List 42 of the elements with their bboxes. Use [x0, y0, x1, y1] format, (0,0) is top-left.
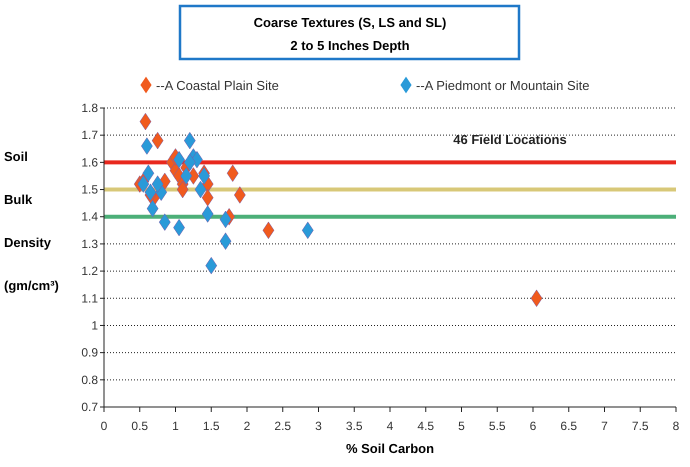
annotation: 46 Field Locations	[453, 132, 567, 147]
x-tick-label: 4.5	[417, 419, 434, 433]
x-tick-label: 5	[458, 419, 466, 433]
point	[142, 164, 154, 182]
y-tick-label: 1	[91, 318, 98, 332]
y-tick-label: 0.7	[81, 400, 98, 414]
legend-label: --A Piedmont or Mountain Site	[416, 78, 590, 93]
y-tick-label: 1.8	[81, 101, 98, 115]
y-tick-label: 0.9	[81, 346, 98, 360]
x-tick-label: 6	[530, 419, 537, 433]
chart-subtitle: 2 to 5 Inches Depth	[290, 38, 410, 53]
x-axis-title: % Soil Carbon	[346, 441, 434, 456]
y-tick-label: 1.4	[81, 210, 98, 224]
y-tick-label: 1.7	[81, 128, 98, 142]
point	[226, 164, 239, 182]
y-tick-label: 1.3	[81, 236, 98, 251]
text: Soil Bulk Density (gm/cm³)	[4, 149, 59, 293]
x-tick-label: 2	[244, 419, 251, 433]
y-tick-label: 1.1	[81, 291, 98, 306]
x-tick-label: 6.5	[560, 419, 578, 433]
x-tick-label: 4	[386, 419, 394, 433]
y-tick-label: 1.5	[81, 182, 98, 197]
y-tick-label: 1.6	[81, 155, 98, 170]
point	[205, 257, 218, 274]
chart-title: Coarse Textures (S, LS and SL)	[254, 15, 446, 30]
x-tick-label: 7.5	[632, 419, 649, 433]
point	[158, 214, 171, 231]
y-tick-label: 0.8	[81, 372, 98, 387]
x-tick-label: 7	[601, 419, 608, 433]
x-tick-label: 2.5	[274, 419, 292, 433]
x-tick-label: 3	[315, 419, 322, 433]
legend-label: --A Coastal Plain Site	[156, 78, 279, 93]
x-tick-label: 0	[100, 419, 108, 433]
x-tick-label: 3.5	[346, 419, 363, 433]
point	[202, 189, 214, 206]
x-tick-label: 8	[672, 419, 680, 433]
x-tick-label: 1	[172, 419, 180, 433]
x-tick-label: 0.5	[131, 419, 148, 433]
point	[302, 222, 314, 239]
x-tick-label: 5.5	[488, 419, 506, 433]
x-tick-label: 1.5	[202, 419, 220, 433]
y-tick-label: 1.2	[81, 264, 98, 278]
